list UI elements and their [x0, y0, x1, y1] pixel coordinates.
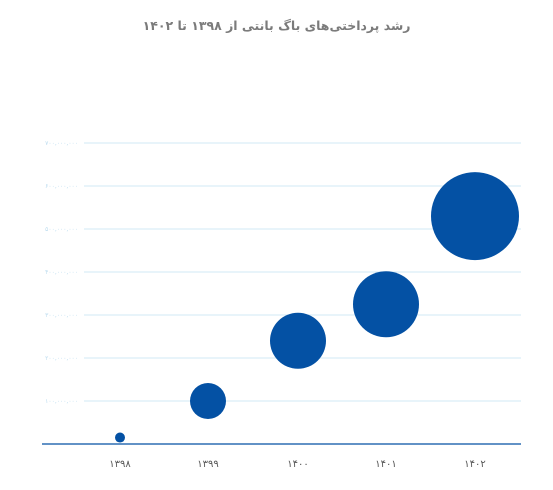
bubble-0	[115, 432, 125, 443]
y-tick-label: ۳۰۰,۰۰۰,۰۰۰	[45, 312, 78, 319]
y-tick-label: ۷۰۰,۰۰۰,۰۰۰	[45, 140, 78, 147]
chart-title: رشد پرداختی‌های باگ بانتی از ۱۳۹۸ تا ۱۴۰…	[142, 18, 411, 33]
y-tick-label: ۴۰۰,۰۰۰,۰۰۰	[45, 269, 78, 276]
y-axis-ticks: ۱۰۰,۰۰۰,۰۰۰ ۲۰۰,۰۰۰,۰۰۰ ۳۰۰,۰۰۰,۰۰۰ ۴۰۰,۰۰۰…	[45, 140, 78, 405]
y-tick-label: ۶۰۰,۰۰۰,۰۰۰	[45, 183, 78, 190]
bubble-1	[190, 383, 226, 419]
y-tick-label: ۵۰۰,۰۰۰,۰۰۰	[45, 226, 78, 233]
x-tick-label: ۱۳۹۸	[109, 459, 131, 470]
y-tick-label: ۱۰۰,۰۰۰,۰۰۰	[45, 398, 78, 405]
y-tick-label: ۲۰۰,۰۰۰,۰۰۰	[45, 355, 78, 362]
x-tick-label: ۱۴۰۱	[375, 459, 396, 470]
x-tick-label: ۱۴۰۰	[287, 459, 308, 470]
x-axis-ticks: ۱۳۹۸ ۱۳۹۹ ۱۴۰۰ ۱۴۰۱ ۱۴۰۲	[109, 459, 485, 470]
x-tick-label: ۱۳۹۹	[197, 459, 218, 470]
bubble-2	[270, 312, 326, 369]
bubble-4	[431, 172, 519, 261]
x-tick-label: ۱۴۰۲	[464, 459, 485, 470]
bubbles	[115, 172, 519, 443]
bubble-3	[353, 271, 419, 338]
